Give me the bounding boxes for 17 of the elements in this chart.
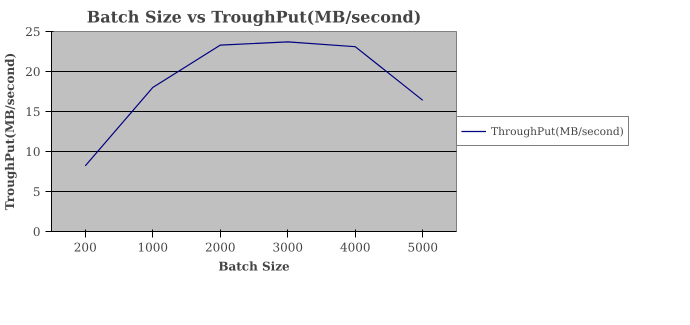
y-axis-title: TroughPut(MB/second) (3, 52, 18, 210)
line-series (84, 41, 424, 166)
y-tick-label: 15 (25, 105, 41, 119)
x-tick-label: 200 (74, 240, 97, 254)
chart-title: Batch Size vs TroughPut(MB/second) (86, 8, 422, 26)
x-axis-title: Batch Size (218, 260, 290, 274)
y-tick-label: 10 (25, 145, 41, 159)
x-tick-label: 5000 (407, 240, 438, 254)
x-tick-label: 3000 (272, 240, 304, 254)
y-tick-label: 0 (32, 225, 41, 239)
y-tick-label: 5 (32, 185, 41, 199)
y-tick-label: 25 (25, 25, 41, 39)
x-tick-label: 4000 (340, 240, 371, 254)
y-tick-label: 20 (25, 65, 41, 79)
x-tick-label: 2000 (204, 240, 236, 254)
x-tick-label: 1000 (137, 240, 168, 254)
legend-label: ThroughPut(MB/second) (491, 124, 624, 138)
